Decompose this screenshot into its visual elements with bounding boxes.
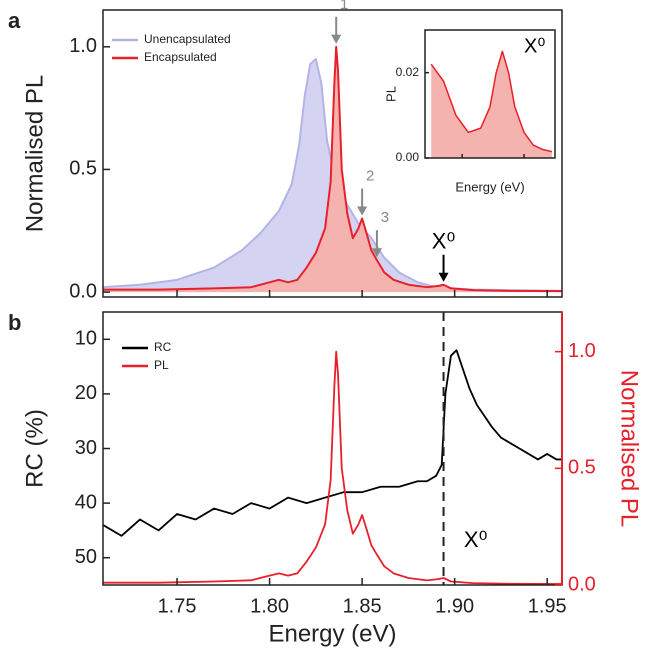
x-tick-label: 1.80: [250, 595, 289, 617]
area: [103, 46, 562, 293]
y-tick-label: 0.5: [69, 158, 97, 180]
y-tick-label: 0.0: [69, 280, 97, 302]
arrow-head: [331, 34, 342, 44]
arrow-head: [371, 248, 382, 258]
y-tick-label: 0.02: [396, 65, 420, 79]
y2-tick-label: 0.5: [568, 457, 596, 479]
y-tick-label: 30: [75, 437, 97, 459]
line: [103, 45, 563, 293]
legend-label: RC: [154, 340, 172, 354]
y-axis-label: RC (%): [21, 409, 48, 488]
plot-frame: [102, 9, 563, 298]
y-axis-label: PL: [383, 86, 398, 102]
legend-label: Encapsulated: [144, 50, 217, 64]
line: [102, 58, 563, 292]
annotation-label: X⁰: [524, 35, 545, 57]
y-axis-label: Normalised PL: [21, 75, 48, 232]
y-tick-label: 20: [75, 382, 97, 404]
x-tick-label: 1.90: [435, 595, 474, 617]
plot-frame: [424, 29, 556, 159]
arrow-head: [438, 272, 449, 282]
annotation-label: X⁰: [464, 527, 488, 552]
annotation-label: X⁰: [432, 229, 456, 254]
y2-tick-label: 1.0: [568, 340, 596, 362]
y-tick-label: 0.00: [396, 150, 420, 164]
y2-axis-label: Normalised PL: [616, 370, 643, 527]
y-tick-label: 1.0: [69, 35, 97, 57]
annotation-label: 3: [381, 209, 389, 226]
x-tick-label: 1.75: [158, 595, 197, 617]
arrow-head: [357, 206, 368, 216]
x-axis-label: Energy (eV): [455, 179, 524, 194]
line: [102, 349, 562, 537]
y-tick-label: 50: [75, 546, 97, 568]
area: [431, 51, 552, 159]
line: [103, 350, 563, 585]
panel-label: a: [8, 8, 21, 33]
y2-tick-label: 0.0: [568, 573, 596, 595]
annotation-label: 2: [366, 167, 374, 184]
panel-label: b: [8, 310, 21, 335]
x-tick-label: 1.85: [343, 595, 382, 617]
y-tick-label: 10: [75, 328, 97, 350]
line: [430, 50, 553, 153]
annotation-label: 1: [340, 0, 348, 13]
legend-label: PL: [154, 358, 169, 372]
x-tick-label: 1.95: [528, 595, 567, 617]
x-axis-label: Energy (eV): [268, 620, 396, 647]
y-tick-label: 40: [75, 491, 97, 513]
legend-label: Unencapsulated: [144, 32, 231, 46]
